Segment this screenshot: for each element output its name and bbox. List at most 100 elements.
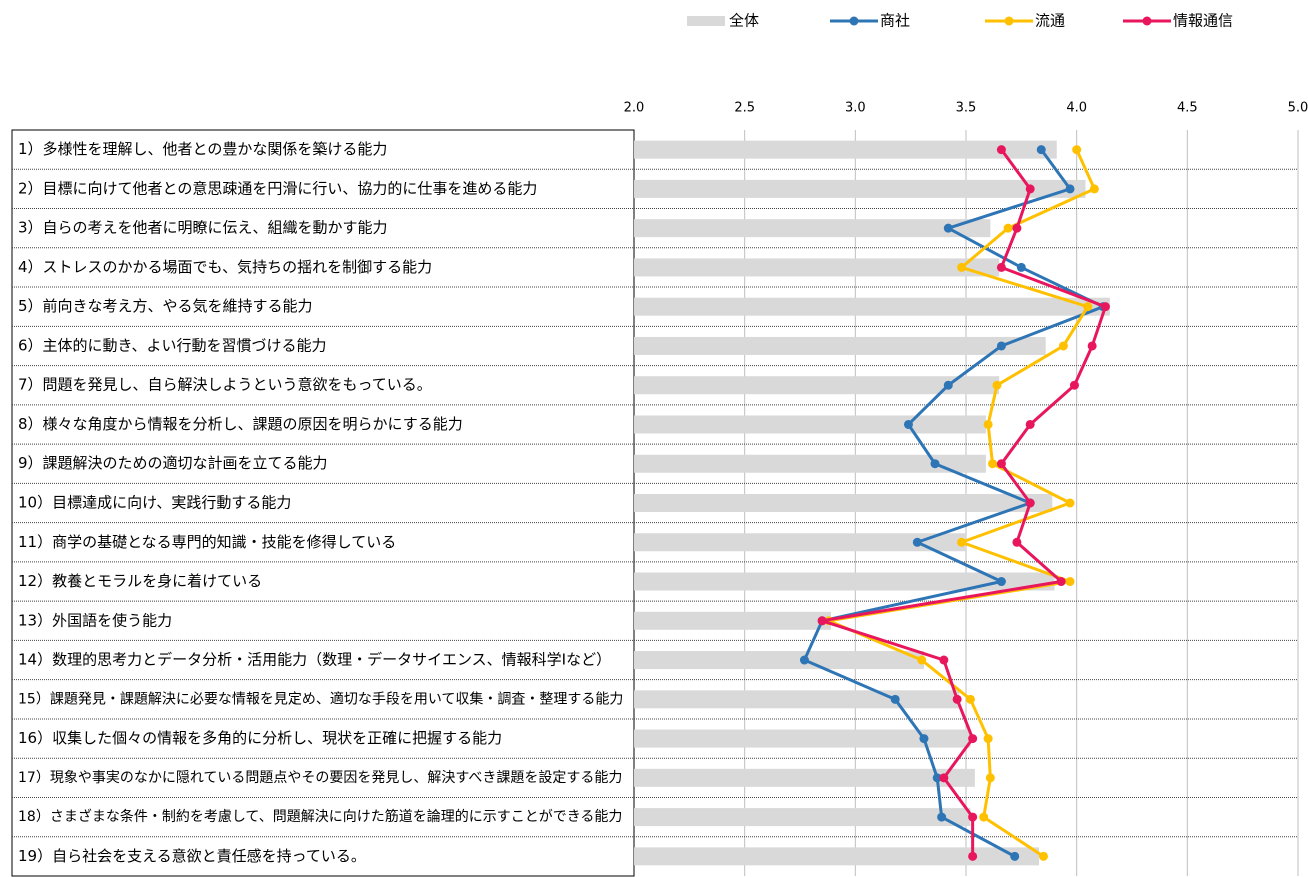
marker bbox=[943, 380, 953, 390]
marker bbox=[968, 812, 978, 822]
marker bbox=[1038, 851, 1048, 861]
legend-marker bbox=[849, 16, 859, 26]
x-tick-label: 2.0 bbox=[624, 101, 645, 116]
marker bbox=[965, 694, 975, 704]
bar bbox=[634, 768, 975, 787]
x-tick-label: 5.0 bbox=[1288, 101, 1308, 116]
marker bbox=[939, 773, 949, 783]
bar bbox=[634, 690, 960, 709]
category-label: 6）主体的に動き、よい行動を習慣づける能力 bbox=[18, 336, 327, 354]
marker bbox=[903, 419, 913, 429]
bar bbox=[634, 140, 1057, 159]
marker bbox=[817, 616, 827, 626]
marker bbox=[983, 734, 993, 744]
category-label: 10）目標達成に向け、実践行動する能力 bbox=[18, 494, 291, 512]
bar bbox=[634, 179, 1086, 198]
legend-label: 情報通信 bbox=[1173, 12, 1233, 30]
x-tick-label: 3.0 bbox=[845, 101, 866, 116]
marker bbox=[957, 537, 967, 547]
marker bbox=[1065, 184, 1075, 194]
marker bbox=[1003, 223, 1013, 233]
legend-swatch bbox=[687, 16, 725, 26]
marker bbox=[1025, 498, 1035, 508]
marker bbox=[1036, 145, 1046, 155]
marker bbox=[992, 380, 1002, 390]
marker bbox=[1010, 851, 1020, 861]
marker bbox=[1089, 184, 1099, 194]
marker bbox=[912, 537, 922, 547]
marker bbox=[968, 734, 978, 744]
bar bbox=[634, 336, 1046, 355]
bar bbox=[634, 729, 971, 748]
category-label: 1）多様性を理解し、他者との豊かな関係を築ける能力 bbox=[18, 140, 387, 158]
marker bbox=[1065, 577, 1075, 587]
marker bbox=[996, 577, 1006, 587]
marker bbox=[1012, 223, 1022, 233]
marker bbox=[1056, 577, 1066, 587]
legend-label: 流通 bbox=[1035, 12, 1065, 30]
bar bbox=[634, 258, 1000, 277]
category-label: 4）ストレスのかかる場面でも、気持ちの揺れを制御する能力 bbox=[18, 258, 432, 276]
marker bbox=[996, 262, 1006, 272]
marker bbox=[799, 655, 809, 665]
category-label: 13）外国語を使う能力 bbox=[18, 611, 172, 629]
bar bbox=[634, 376, 1000, 395]
marker bbox=[1069, 380, 1079, 390]
x-tick-label: 4.5 bbox=[1177, 101, 1198, 116]
legend-label: 商社 bbox=[880, 12, 910, 30]
bar bbox=[634, 297, 1110, 316]
bar bbox=[634, 494, 1053, 512]
marker bbox=[983, 419, 993, 429]
marker bbox=[996, 459, 1006, 469]
category-label: 19）自ら社会を支える意欲と責任感を持っている。 bbox=[18, 847, 366, 865]
marker bbox=[1012, 537, 1022, 547]
bar bbox=[634, 533, 966, 552]
category-label: 16）収集した個々の情報を多角的に分析し、現状を正確に把握する能力 bbox=[18, 729, 502, 747]
bar bbox=[634, 808, 971, 827]
bar bbox=[634, 847, 1040, 866]
marker bbox=[1025, 184, 1035, 194]
category-label: 5）前向きな考え方、やる気を維持する能力 bbox=[18, 297, 313, 315]
x-tick-label: 3.5 bbox=[956, 101, 977, 116]
category-label: 12）教養とモラルを身に着けている bbox=[18, 572, 262, 590]
category-label: 15）課題発見・課題解決に必要な情報を見定め、適切な手段を用いて収集・調査・整理… bbox=[18, 690, 623, 707]
marker bbox=[988, 459, 998, 469]
marker bbox=[1058, 341, 1068, 351]
x-tick-label: 4.0 bbox=[1066, 101, 1087, 116]
marker bbox=[996, 341, 1006, 351]
marker bbox=[1083, 302, 1093, 312]
marker bbox=[1072, 145, 1082, 155]
category-label: 7）問題を発見し、自ら解決しようという意欲をもっている。 bbox=[18, 376, 432, 394]
marker bbox=[939, 655, 949, 665]
category-label: 17）現象や事実のなかに隠れている問題点やその要因を発見し、解決すべき課題を設定… bbox=[18, 770, 622, 786]
marker bbox=[952, 694, 962, 704]
category-label: 14）数理的思考力とデータ分析・活用能力（数理・データサイエンス、情報科学Iなど… bbox=[18, 651, 611, 669]
marker bbox=[985, 773, 995, 783]
marker bbox=[930, 459, 940, 469]
category-label: 18）さまざまな条件・制約を考慮して、問題解決に向けた筋道を論理的に示すことがで… bbox=[18, 808, 622, 825]
legend-marker bbox=[1004, 16, 1014, 26]
legend-marker bbox=[1142, 16, 1152, 26]
bar bbox=[634, 651, 924, 670]
marker bbox=[917, 655, 927, 665]
marker bbox=[932, 773, 942, 783]
category-label: 8）様々な角度から情報を分析し、課題の原因を明らかにする能力 bbox=[18, 415, 463, 433]
marker bbox=[1100, 302, 1110, 312]
bar bbox=[634, 611, 831, 630]
marker bbox=[1087, 341, 1097, 351]
bar bbox=[634, 454, 986, 473]
marker bbox=[943, 223, 953, 233]
category-label: 3）自らの考えを他者に明瞭に伝え、組織を動かす能力 bbox=[18, 219, 388, 237]
x-tick-label: 2.5 bbox=[734, 101, 755, 116]
marker bbox=[919, 734, 929, 744]
marker bbox=[957, 262, 967, 272]
category-label: 11）商学の基礎となる専門的知識・技能を修得している bbox=[18, 533, 396, 551]
category-label: 2）目標に向けて他者との意思疎通を円滑に行い、協力的に仕事を進める能力 bbox=[18, 179, 537, 197]
marker bbox=[1016, 262, 1026, 272]
marker bbox=[979, 812, 989, 822]
bar bbox=[634, 572, 1055, 591]
marker bbox=[968, 851, 978, 861]
marker bbox=[1065, 498, 1075, 508]
legend-label: 全体 bbox=[729, 12, 759, 30]
